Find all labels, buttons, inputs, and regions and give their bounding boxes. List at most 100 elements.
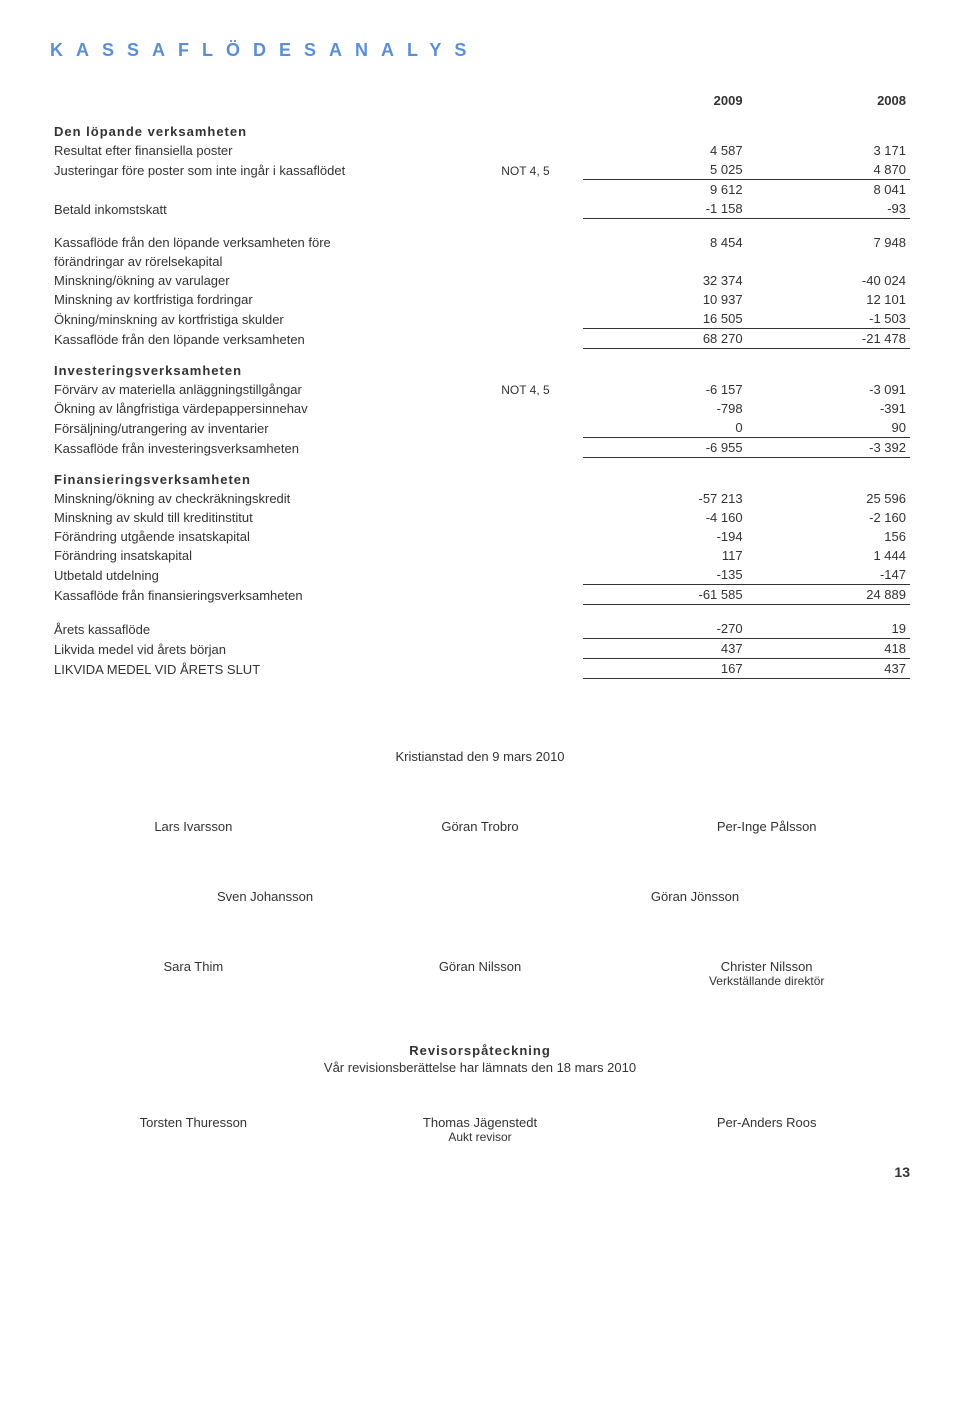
row-val: 8 454 [583, 233, 746, 252]
page-title: KASSAFLÖDESANALYS [50, 40, 910, 61]
row-val: -1 158 [583, 199, 746, 219]
signature-block: Kristianstad den 9 mars 2010 Lars Ivarss… [50, 749, 910, 1144]
row-val: -391 [747, 399, 910, 418]
row-val: 12 101 [747, 290, 910, 309]
row-val: 8 041 [747, 180, 910, 200]
row-val: -798 [583, 399, 746, 418]
signatory: Sara Thim [50, 959, 337, 988]
row-label: Försäljning/utrangering av inventarier [50, 418, 497, 438]
signatory-name: Thomas Jägenstedt [423, 1115, 537, 1130]
section-3-header: Finansieringsverksamheten [50, 458, 910, 490]
signatory: Torsten Thuresson [50, 1115, 337, 1144]
row-val: 32 374 [583, 271, 746, 290]
signatory: Sven Johansson [50, 889, 480, 904]
row-val: 68 270 [583, 329, 746, 349]
signatory: Thomas Jägenstedt Aukt revisor [337, 1115, 624, 1144]
signatory-title: Aukt revisor [337, 1130, 624, 1144]
row-label: Förändring utgående insatskapital [50, 527, 497, 546]
section-1-header: Den löpande verksamheten [50, 110, 910, 141]
row-label: Ökning av långfristiga värdepappersinneh… [50, 399, 497, 418]
signature-row-4: Torsten Thuresson Thomas Jägenstedt Aukt… [50, 1115, 910, 1144]
row-val: -61 585 [583, 585, 746, 605]
row-val: -147 [747, 565, 910, 585]
auditor-heading: Revisorspåteckning [50, 1043, 910, 1058]
signatory: Per-Inge Pålsson [623, 819, 910, 834]
row-label: Årets kassaflöde [50, 619, 497, 639]
row-val: 25 596 [747, 489, 910, 508]
cashflow-table: 2009 2008 Den löpande verksamheten Resul… [50, 91, 910, 679]
row-val: 10 937 [583, 290, 746, 309]
row-label: förändringar av rörelsekapital [50, 252, 497, 271]
row-val: 16 505 [583, 309, 746, 329]
row-label: Justeringar före poster som inte ingår i… [50, 160, 497, 180]
signature-date: Kristianstad den 9 mars 2010 [50, 749, 910, 764]
signatory: Göran Trobro [337, 819, 624, 834]
signatory-name: Christer Nilsson [721, 959, 813, 974]
row-val: 156 [747, 527, 910, 546]
row-label: Kassaflöde från den löpande verksamheten… [50, 233, 497, 252]
row-val: 7 948 [747, 233, 910, 252]
row-label: Minskning/ökning av checkräkningskredit [50, 489, 497, 508]
row-val: -6 157 [583, 380, 746, 399]
row-label: Kassaflöde från den löpande verksamheten [50, 329, 497, 349]
row-val: 19 [747, 619, 910, 639]
row-val: 3 171 [747, 141, 910, 160]
row-val: 437 [583, 639, 746, 659]
signatory: Lars Ivarsson [50, 819, 337, 834]
signatory: Göran Nilsson [337, 959, 624, 988]
row-label: Minskning av skuld till kreditinstitut [50, 508, 497, 527]
row-val: -3 091 [747, 380, 910, 399]
row-label: Minskning/ökning av varulager [50, 271, 497, 290]
row-note: NOT 4, 5 [497, 160, 583, 180]
row-label: Minskning av kortfristiga fordringar [50, 290, 497, 309]
row-val: 4 587 [583, 141, 746, 160]
row-val: 437 [747, 659, 910, 679]
row-label: Resultat efter finansiella poster [50, 141, 497, 160]
row-note: NOT 4, 5 [497, 380, 583, 399]
row-val: -1 503 [747, 309, 910, 329]
page-number: 13 [50, 1164, 910, 1180]
row-val: 117 [583, 546, 746, 565]
signatory: Göran Jönsson [480, 889, 910, 904]
signatory: Per-Anders Roos [623, 1115, 910, 1144]
row-label: Kassaflöde från investeringsverksamheten [50, 438, 497, 458]
row-label: LIKVIDA MEDEL VID ÅRETS SLUT [50, 659, 497, 679]
signatory-title: Verkställande direktör [623, 974, 910, 988]
row-val: -194 [583, 527, 746, 546]
row-val: -57 213 [583, 489, 746, 508]
auditor-text: Vår revisionsberättelse har lämnats den … [50, 1060, 910, 1075]
row-val: 90 [747, 418, 910, 438]
signature-row-3: Sara Thim Göran Nilsson Christer Nilsson… [50, 959, 910, 988]
row-label: Förvärv av materiella anläggningstillgån… [50, 380, 497, 399]
row-val: -3 392 [747, 438, 910, 458]
row-val: 1 444 [747, 546, 910, 565]
row-label: Betald inkomstskatt [50, 199, 497, 219]
signature-row-1: Lars Ivarsson Göran Trobro Per-Inge Påls… [50, 819, 910, 834]
row-label: Förändring insatskapital [50, 546, 497, 565]
row-val: 4 870 [747, 160, 910, 180]
row-label: Kassaflöde från finansieringsverksamhete… [50, 585, 497, 605]
signature-row-2: Sven Johansson Göran Jönsson [50, 889, 910, 904]
row-val: 418 [747, 639, 910, 659]
row-val: -21 478 [747, 329, 910, 349]
year-col-2: 2008 [747, 91, 910, 110]
row-val: -40 024 [747, 271, 910, 290]
row-label: Likvida medel vid årets början [50, 639, 497, 659]
row-val: -2 160 [747, 508, 910, 527]
row-val: -6 955 [583, 438, 746, 458]
row-val: 5 025 [583, 160, 746, 180]
row-val: -93 [747, 199, 910, 219]
row-val: 167 [583, 659, 746, 679]
row-val: -4 160 [583, 508, 746, 527]
row-val: 0 [583, 418, 746, 438]
row-val: 9 612 [583, 180, 746, 200]
signatory: Christer Nilsson Verkställande direktör [623, 959, 910, 988]
row-label [50, 180, 497, 200]
row-label: Utbetald utdelning [50, 565, 497, 585]
year-col-1: 2009 [583, 91, 746, 110]
row-val: -135 [583, 565, 746, 585]
section-2-header: Investeringsverksamheten [50, 349, 910, 381]
row-val: 24 889 [747, 585, 910, 605]
row-val: -270 [583, 619, 746, 639]
row-label: Ökning/minskning av kortfristiga skulder [50, 309, 497, 329]
